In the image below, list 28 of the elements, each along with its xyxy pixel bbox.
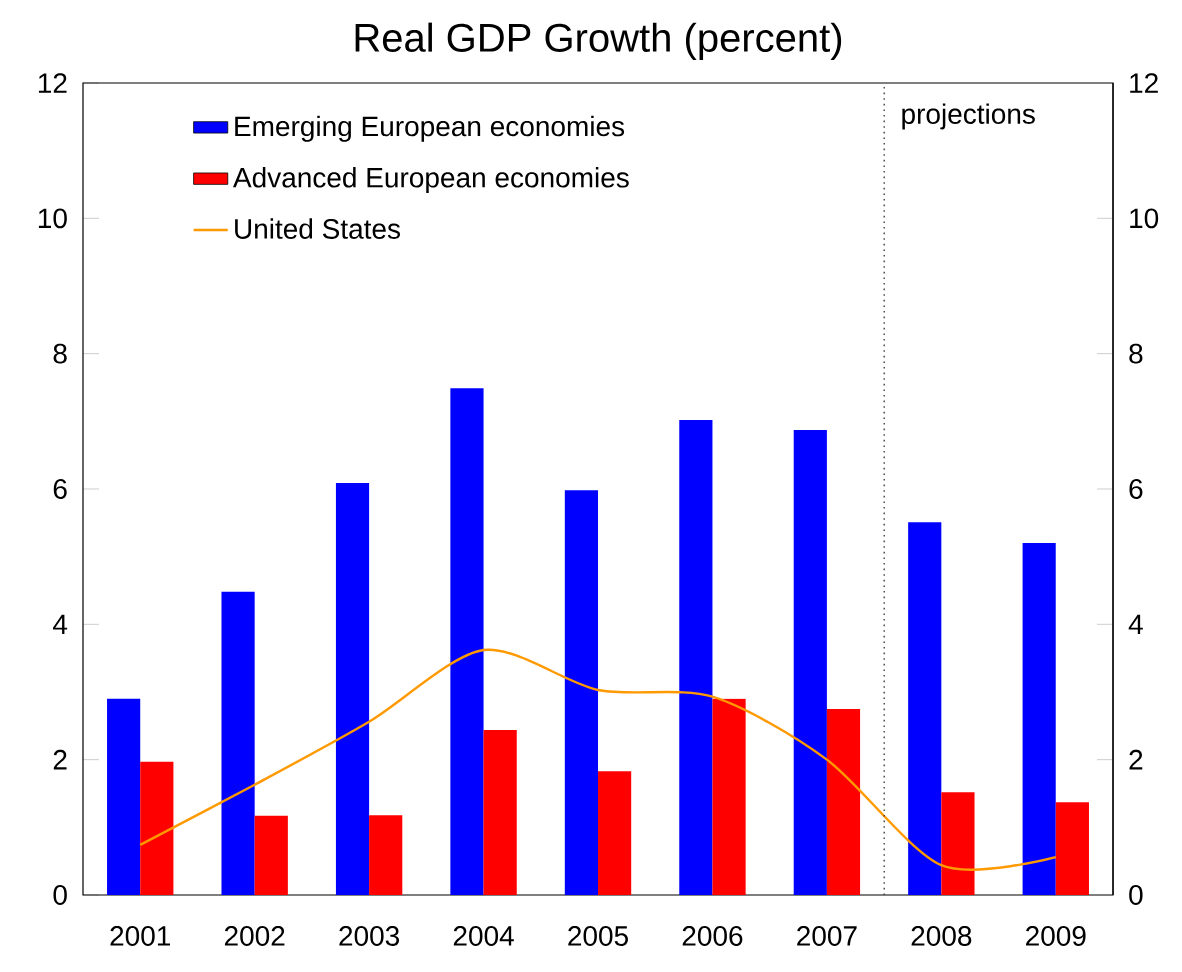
y-tick-label: 4 xyxy=(1128,614,1143,634)
y-tick-label: 12 xyxy=(1130,73,1158,93)
x-tick-label: 2001 xyxy=(110,926,170,946)
x-tick-label: 2007 xyxy=(797,926,857,946)
y-tick-label: 10 xyxy=(1130,208,1159,229)
y2-tick-label: 4 xyxy=(52,614,68,634)
x-tick-label: 2002 xyxy=(224,926,285,946)
y-tick-label: 2 xyxy=(1129,749,1143,770)
legend-label: Emerging European economies xyxy=(235,115,625,142)
y2-tick-label: 10 xyxy=(38,208,67,229)
legend-label: United States xyxy=(235,218,400,239)
x-tick-label: 2004 xyxy=(453,926,514,946)
y2-tick-label: 8 xyxy=(53,343,67,364)
y-tick-label: 8 xyxy=(1129,343,1143,364)
x-tick-label: 2006 xyxy=(682,926,743,946)
x-tick-label: 2009 xyxy=(1026,926,1086,946)
x-tick-label: 2008 xyxy=(911,926,972,946)
y-tick-label: 0 xyxy=(1129,885,1143,905)
y2-tick-label: 12 xyxy=(38,73,67,93)
legend-label: Advanced European economies xyxy=(233,167,629,194)
chart-title: Real GDP Growth (percent) xyxy=(355,22,842,60)
annotation: projections xyxy=(902,103,1035,130)
x-tick-label: 2003 xyxy=(339,926,400,946)
x-tick-label: 2005 xyxy=(568,926,628,946)
y-tick-label: 6 xyxy=(1129,479,1143,499)
y2-tick-label: 0 xyxy=(53,885,67,905)
y2-tick-label: 2 xyxy=(53,749,67,770)
y2-tick-label: 6 xyxy=(53,479,67,499)
